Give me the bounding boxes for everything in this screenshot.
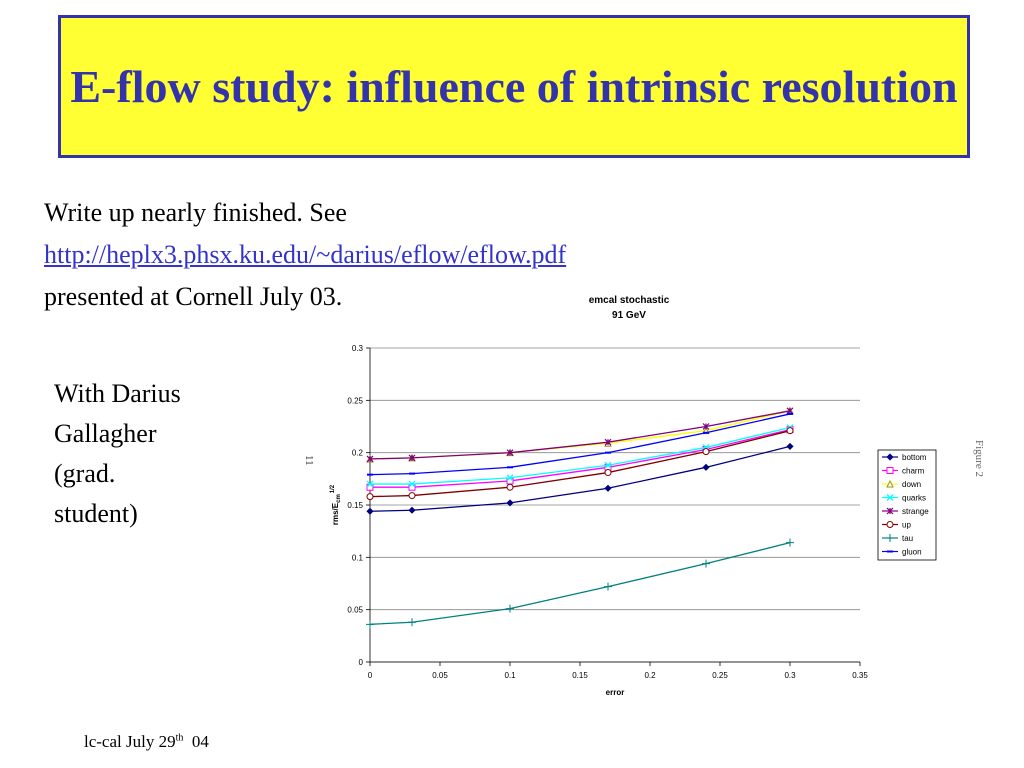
footer-text: lc-cal July 29: [84, 732, 176, 751]
title-box: E-flow study: influence of intrinsic res…: [58, 15, 970, 158]
data-point-strange: [702, 423, 710, 430]
legend-marker-strange: [886, 507, 894, 515]
legend-label-down: down: [902, 480, 921, 489]
data-point-tau: [604, 582, 612, 591]
data-point-charm: [408, 483, 416, 491]
series-down: [366, 406, 794, 463]
data-point-tau: [366, 620, 374, 629]
legend-label-strange: strange: [902, 507, 929, 516]
x-tick-label: 0: [368, 671, 373, 680]
data-point-tau: [702, 559, 710, 568]
footer-sup: th: [175, 732, 184, 744]
x-axis-label: error: [606, 688, 625, 697]
data-point-up: [604, 469, 612, 477]
eflow-pdf-link[interactable]: http://heplx3.phsx.ku.edu/~darius/eflow/…: [44, 240, 567, 269]
writeup-line: Write up nearly finished. See: [44, 198, 347, 227]
data-point-tau: [506, 604, 514, 613]
data-point-quarks: [408, 480, 416, 488]
side-note-line-3: (grad.: [54, 459, 116, 488]
data-point-up: [506, 483, 514, 491]
x-tick-label: 0.15: [572, 671, 588, 680]
data-point-tau: [786, 538, 794, 547]
side-note-line-2: Gallagher: [54, 419, 157, 448]
data-point-bottom: [408, 506, 416, 514]
y-tick-label: 0.2: [352, 449, 364, 458]
legend-label-quarks: quarks: [902, 494, 926, 503]
data-point-up: [702, 448, 710, 456]
legend-marker-quarks: [886, 494, 894, 501]
series-line-strange: [369, 410, 791, 460]
legend-marker-bottom: [886, 453, 894, 461]
legend-label-gluon: gluon: [902, 548, 922, 557]
series-charm: [366, 426, 794, 491]
chart-subtitle: 91 GeV: [612, 310, 646, 321]
y-tick-label: 0.15: [347, 501, 363, 510]
series-up: [366, 427, 794, 501]
series-line-tau: [369, 542, 791, 625]
data-point-quarks: [366, 480, 374, 488]
data-point-strange: [506, 449, 514, 457]
data-point-quarks: [506, 474, 514, 482]
side-note-line-4: student): [54, 499, 138, 528]
footer-year: 04: [191, 732, 209, 751]
y-tick-label: 0.25: [347, 396, 363, 405]
y-tick-label: 0.05: [347, 606, 363, 615]
legend-marker-tau: [886, 534, 894, 542]
legend-marker-up: [886, 521, 894, 528]
legend-label-tau: tau: [902, 534, 913, 543]
series-line-gluon: [369, 413, 791, 476]
series-line-down: [369, 410, 791, 460]
series-tau: [366, 538, 794, 629]
y-tick-label: 0.1: [352, 553, 364, 562]
data-point-bottom: [604, 484, 612, 492]
series-line-quarks: [370, 426, 791, 485]
data-point-bottom: [786, 442, 794, 450]
side-note-line-1: With Darius: [54, 379, 181, 408]
series-bottom: [366, 442, 794, 515]
y-tick-label: 0.3: [352, 344, 364, 353]
data-point-up: [366, 493, 374, 501]
data-point-up: [786, 427, 794, 435]
series-line-bottom: [369, 445, 791, 512]
y-axis-label: rms/Ecm1/2: [330, 484, 342, 525]
legend-marker-down: [886, 479, 894, 488]
data-point-bottom: [366, 507, 374, 515]
body-text: Write up nearly finished. See http://hep…: [44, 192, 566, 318]
data-point-quarks: [604, 461, 612, 469]
data-point-charm: [506, 477, 514, 485]
series-gluon: [367, 412, 793, 476]
x-tick-label: 0.05: [432, 671, 448, 680]
x-tick-label: 0.1: [504, 671, 516, 680]
slide-title: E-flow study: influence of intrinsic res…: [70, 60, 958, 112]
data-point-bottom: [702, 463, 710, 471]
data-point-strange: [366, 455, 374, 463]
data-point-charm: [366, 483, 374, 491]
x-tick-label: 0.2: [644, 671, 656, 680]
chart-title: emcal stochastic: [589, 295, 670, 306]
y-tick-label: 0: [359, 658, 364, 667]
series-quarks: [366, 424, 794, 488]
legend-label-up: up: [902, 521, 911, 530]
presented-line: presented at Cornell July 03.: [44, 282, 343, 311]
series-line-charm: [370, 429, 791, 488]
data-point-strange: [604, 438, 612, 446]
legend-label-bottom: bottom: [902, 453, 927, 462]
data-point-tau: [408, 618, 416, 627]
data-point-strange: [408, 454, 416, 462]
footer: lc-cal July 29th 04: [84, 732, 209, 752]
data-point-bottom: [506, 499, 514, 507]
series-strange: [366, 407, 794, 463]
x-tick-label: 0.25: [712, 671, 728, 680]
data-point-up: [408, 492, 416, 500]
x-tick-label: 0.35: [852, 671, 868, 680]
legend-label-charm: charm: [902, 467, 925, 476]
data-point-strange: [786, 407, 794, 415]
legend-marker-charm: [886, 467, 894, 474]
series-line-up: [369, 430, 791, 498]
x-tick-label: 0.3: [784, 671, 796, 680]
side-note: With Darius Gallagher (grad. student): [54, 374, 244, 534]
